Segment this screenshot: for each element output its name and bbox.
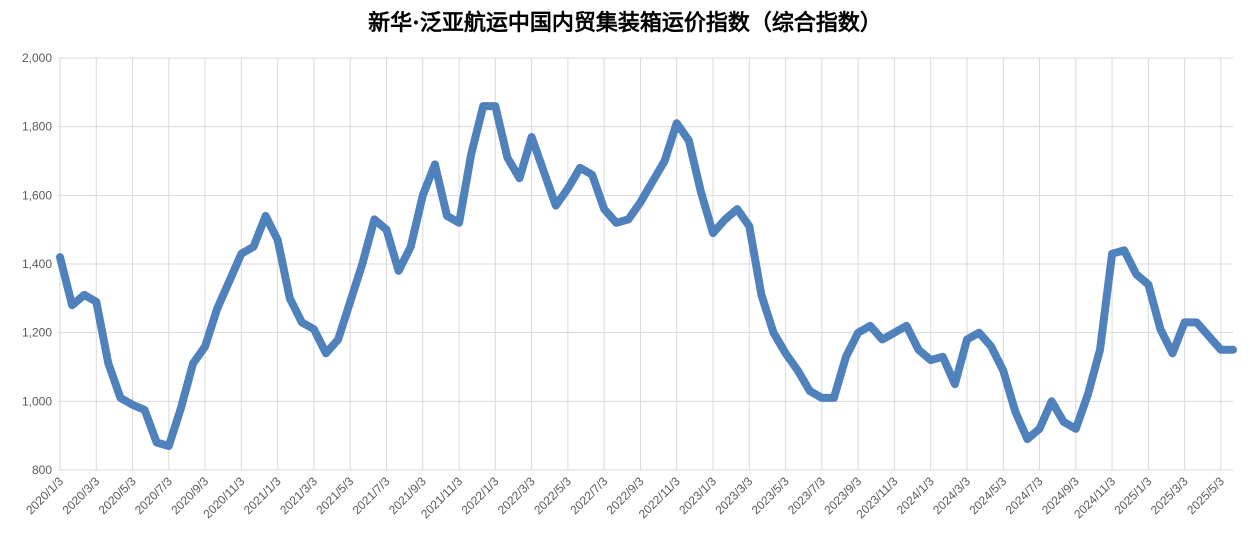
x-tick-label: 2024/5/3 [966,474,1009,517]
y-tick-label: 1,200 [22,326,52,340]
x-tick-label: 2020/7/3 [132,474,175,517]
x-tick-label: 2024/7/3 [1003,474,1046,517]
x-tick-label: 2022/3/3 [495,474,538,517]
x-tick-label: 2023/3/3 [712,474,755,517]
x-tick-label: 2021/5/3 [313,474,356,517]
x-tick-label: 2025/3/3 [1148,474,1191,517]
x-tick-label: 2020/1/3 [23,474,66,517]
x-tick-label: 2022/7/3 [567,474,610,517]
x-tick-label: 2025/1/3 [1112,474,1155,517]
x-tick-label: 2024/1/3 [894,474,937,517]
x-tick-label: 2020/5/3 [96,474,139,517]
x-tick-label: 2023/5/3 [749,474,792,517]
x-tick-label: 2023/1/3 [676,474,719,517]
data-line [56,102,1237,450]
x-tick-label: 2021/3/3 [277,474,320,517]
y-tick-label: 1,800 [22,120,52,134]
x-tick-label: 2022/5/3 [531,474,574,517]
x-tick-label: 2021/7/3 [350,474,393,517]
chart-title: 新华·泛亚航运中国内贸集装箱运价指数（综合指数） [368,10,882,36]
y-tick-label: 1,400 [22,257,52,271]
x-tick-label: 2020/3/3 [59,474,102,517]
y-tick-label: 1,000 [22,394,52,408]
x-tick-label: 2023/7/3 [785,474,828,517]
x-tick-label: 2024/3/3 [930,474,973,517]
x-tick-label: 2022/1/3 [459,474,502,517]
y-tick-label: 800 [32,463,52,477]
y-tick-label: 2,000 [22,51,52,65]
x-tick-label: 2021/1/3 [241,474,284,517]
x-tick-label: 2025/5/3 [1184,474,1227,517]
y-tick-label: 1,600 [22,188,52,202]
